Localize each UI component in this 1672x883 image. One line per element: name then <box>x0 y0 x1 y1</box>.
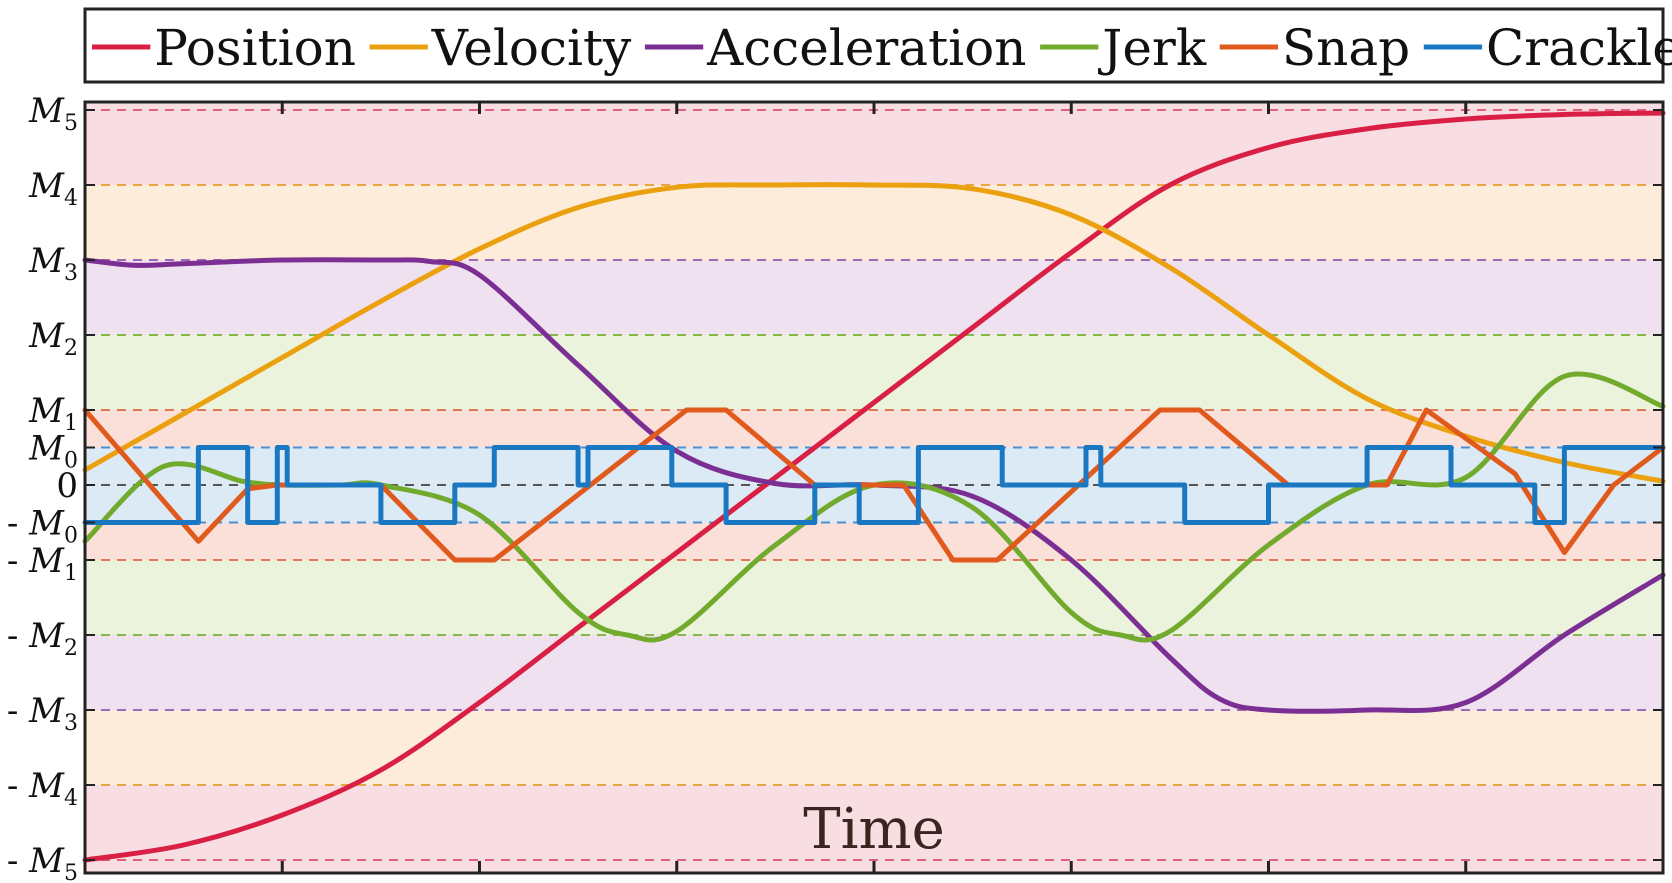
series-velocity <box>82 182 1666 484</box>
y-tick-main: M <box>28 391 65 431</box>
legend-label-jerk: Jerk <box>1097 19 1207 77</box>
y-tick-main: M <box>28 166 65 206</box>
background-bands <box>85 102 1663 873</box>
y-tick-main: M <box>28 316 65 356</box>
band-0 <box>85 102 1663 185</box>
y-tick-main: M <box>28 766 65 806</box>
y-tick-subscript: 2 <box>64 636 78 661</box>
y-tick-prefix: - <box>7 766 29 806</box>
band-9 <box>85 710 1663 785</box>
y-tick-subscript: 1 <box>64 561 78 586</box>
y-tick-label-3: M2 <box>28 316 78 361</box>
y-tick-subscript: 0 <box>64 449 78 474</box>
legend-label-velocity: Velocity <box>431 19 632 77</box>
y-tick-prefix: - <box>7 504 29 544</box>
y-tick-subscript: 2 <box>64 336 78 361</box>
y-tick-subscript: 4 <box>64 786 78 811</box>
legend: Position Velocity Acceleration Jerk Snap Crac… <box>83 7 1672 84</box>
y-tick-label-8: - M1 <box>7 541 78 586</box>
band-3 <box>85 335 1663 410</box>
y-tick-label-2: M3 <box>28 241 78 286</box>
y-tick-main: M <box>28 241 65 281</box>
y-tick-label-10: - M3 <box>7 691 78 736</box>
legend-label-position: Position <box>154 19 356 77</box>
y-tick-main: M <box>28 91 65 131</box>
y-tick-main: M <box>28 541 65 581</box>
legend-box <box>83 7 1665 84</box>
legend-label-crackle: Crackle <box>1486 19 1672 77</box>
series-position <box>82 110 1666 863</box>
y-tick-subscript: 5 <box>64 861 78 883</box>
y-tick-main: M <box>28 691 65 731</box>
x-ticks <box>85 102 1663 873</box>
y-tick-label-11: - M4 <box>7 766 78 811</box>
y-tick-main: 0 <box>56 466 78 506</box>
y-tick-main: M <box>28 429 65 469</box>
y-tick-label-12: - M5 <box>7 841 78 883</box>
y-tick-subscript: 0 <box>64 524 78 549</box>
y-tick-label-4: M1 <box>28 391 78 436</box>
y-tick-main: M <box>28 504 65 544</box>
y-tick-label-6: 0 <box>56 466 78 506</box>
y-tick-subscript: 5 <box>64 111 78 136</box>
legend-label-snap: Snap <box>1282 19 1410 77</box>
y-tick-subscript: 3 <box>64 711 78 736</box>
y-tick-main: M <box>28 841 65 881</box>
y-tick-subscript: 1 <box>64 411 78 436</box>
band-2 <box>85 260 1663 335</box>
band-1 <box>85 185 1663 260</box>
band-8 <box>85 635 1663 710</box>
y-tick-prefix: - <box>7 691 29 731</box>
band-4 <box>85 410 1663 448</box>
y-tick-prefix: - <box>7 541 29 581</box>
y-tick-subscript: 3 <box>64 261 78 286</box>
y-tick-prefix: - <box>7 841 29 881</box>
y-tick-subscript: 4 <box>64 186 78 211</box>
series-crackle <box>82 445 1666 525</box>
x-axis-label: Time <box>803 797 945 862</box>
y-tick-label-9: - M2 <box>7 616 78 661</box>
y-tick-label-7: - M0 <box>7 504 78 549</box>
y-tick-label-1: M4 <box>28 166 78 211</box>
band-6 <box>85 522 1663 560</box>
y-tick-prefix: - <box>7 616 29 656</box>
band-7 <box>85 560 1663 635</box>
y-tick-label-0: M5 <box>28 91 78 136</box>
legend-label-acceleration: Acceleration <box>706 19 1026 77</box>
y-tick-main: M <box>28 616 65 656</box>
band-10 <box>85 785 1663 873</box>
y-tick-label-5: M0 <box>28 429 78 474</box>
series-lines <box>82 110 1666 863</box>
